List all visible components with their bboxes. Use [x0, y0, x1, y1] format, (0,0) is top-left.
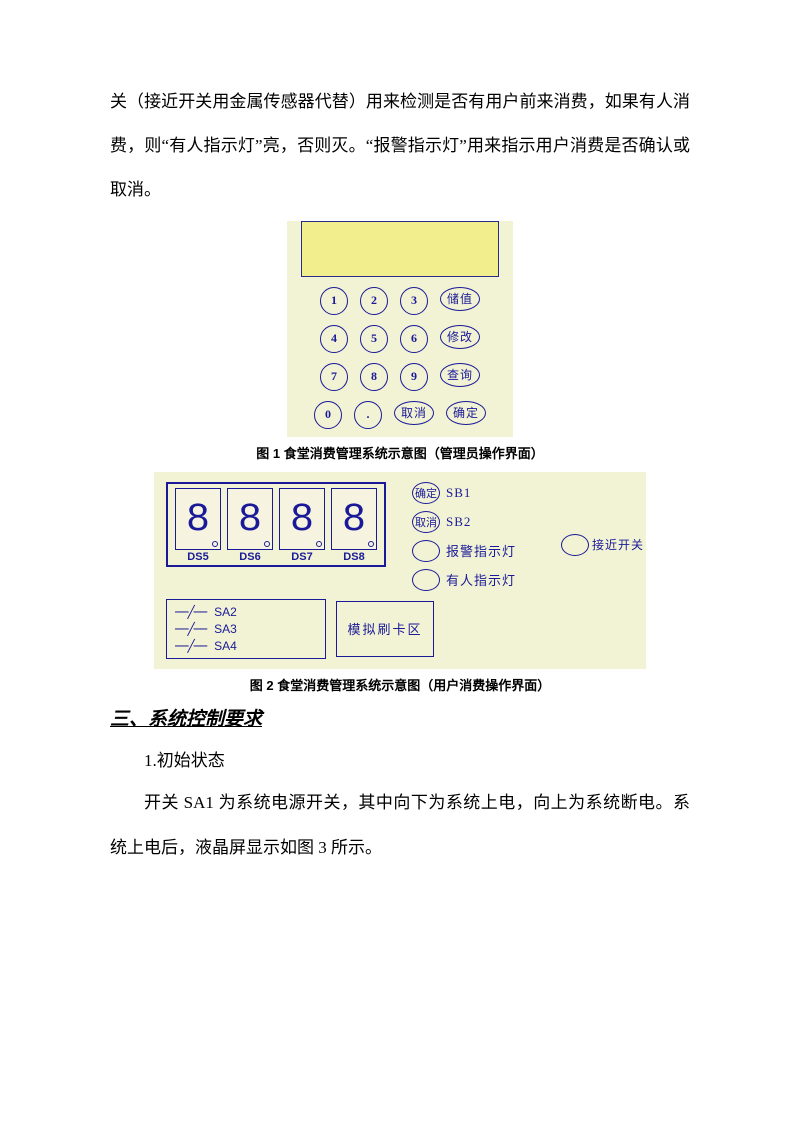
switch-sa3: SA3: [214, 622, 237, 636]
keypad-0[interactable]: 0: [314, 401, 342, 429]
btn-confirm[interactable]: 确定: [412, 482, 440, 504]
keypad-5[interactable]: 5: [360, 325, 388, 353]
keypad-8[interactable]: 8: [360, 363, 388, 391]
keypad-dot[interactable]: .: [354, 401, 382, 429]
fig1-lcd-screen: [301, 221, 499, 277]
presence-indicator-label: 有人指示灯: [446, 570, 516, 589]
seg-ds8-glyph: 8: [331, 488, 377, 550]
card-swipe-area[interactable]: 模拟刷卡区: [336, 601, 434, 657]
seg-ds7-label: DS7: [291, 551, 312, 563]
keypad-query[interactable]: 查询: [440, 363, 480, 387]
figure-2: 8 DS5 8 DS6 8 DS7 8 DS8: [110, 472, 690, 669]
keypad-6[interactable]: 6: [400, 325, 428, 353]
switch-box: ──╱── SA2 ──╱── SA3 ──╱── SA4: [166, 599, 326, 659]
keypad-2[interactable]: 2: [360, 287, 388, 315]
alarm-indicator-icon: [412, 540, 440, 562]
proximity-switch-label: 接近开关: [592, 536, 644, 553]
section-3-title: 三、系统控制要求: [110, 704, 690, 731]
seg-ds6-label: DS6: [239, 551, 260, 563]
keypad-4[interactable]: 4: [320, 325, 348, 353]
subsection-1-title: 1.初始状态: [110, 741, 690, 782]
keypad-1[interactable]: 1: [320, 287, 348, 315]
seg-ds5-label: DS5: [187, 551, 208, 563]
alarm-indicator-label: 报警指示灯: [446, 541, 516, 560]
switch-sa4: SA4: [214, 639, 237, 653]
proximity-switch-icon: [561, 534, 589, 556]
seg-ds7-glyph: 8: [279, 488, 325, 550]
btn-cancel[interactable]: 取消: [412, 511, 440, 533]
keypad-confirm[interactable]: 确定: [446, 401, 486, 425]
seven-segment-group: 8 DS5 8 DS6 8 DS7 8 DS8: [166, 482, 386, 567]
intro-paragraph: 关（接近开关用金属传感器代替）用来检测是否有用户前来消费，如果有人消费，则“有人…: [110, 80, 690, 213]
keypad-3[interactable]: 3: [400, 287, 428, 315]
presence-indicator-icon: [412, 569, 440, 591]
btn-cancel-code: SB2: [446, 514, 471, 530]
keypad-modify[interactable]: 修改: [440, 325, 480, 349]
switch-icon: ──╱──: [175, 622, 206, 636]
figure-1-caption: 图 1 食堂消费管理系统示意图（管理员操作界面）: [110, 443, 690, 462]
seg-ds5-glyph: 8: [175, 488, 221, 550]
switch-icon: ──╱──: [175, 605, 206, 619]
switch-icon: ──╱──: [175, 639, 206, 653]
seg-ds8-label: DS8: [343, 551, 364, 563]
keypad-7[interactable]: 7: [320, 363, 348, 391]
keypad-cancel[interactable]: 取消: [394, 401, 434, 425]
keypad-9[interactable]: 9: [400, 363, 428, 391]
seg-ds6-glyph: 8: [227, 488, 273, 550]
keypad-deposit[interactable]: 储值: [440, 287, 480, 311]
switch-sa2: SA2: [214, 605, 237, 619]
btn-confirm-code: SB1: [446, 485, 471, 501]
body-paragraph-2: 开关 SA1 为系统电源开关，其中向下为系统上电，向上为系统断电。系统上电后，液…: [110, 781, 690, 869]
figure-1: 1 2 3 储值 4 5 6 修改 7 8 9 查询: [110, 221, 690, 437]
figure-2-caption: 图 2 食堂消费管理系统示意图（用户消费操作界面）: [110, 675, 690, 694]
